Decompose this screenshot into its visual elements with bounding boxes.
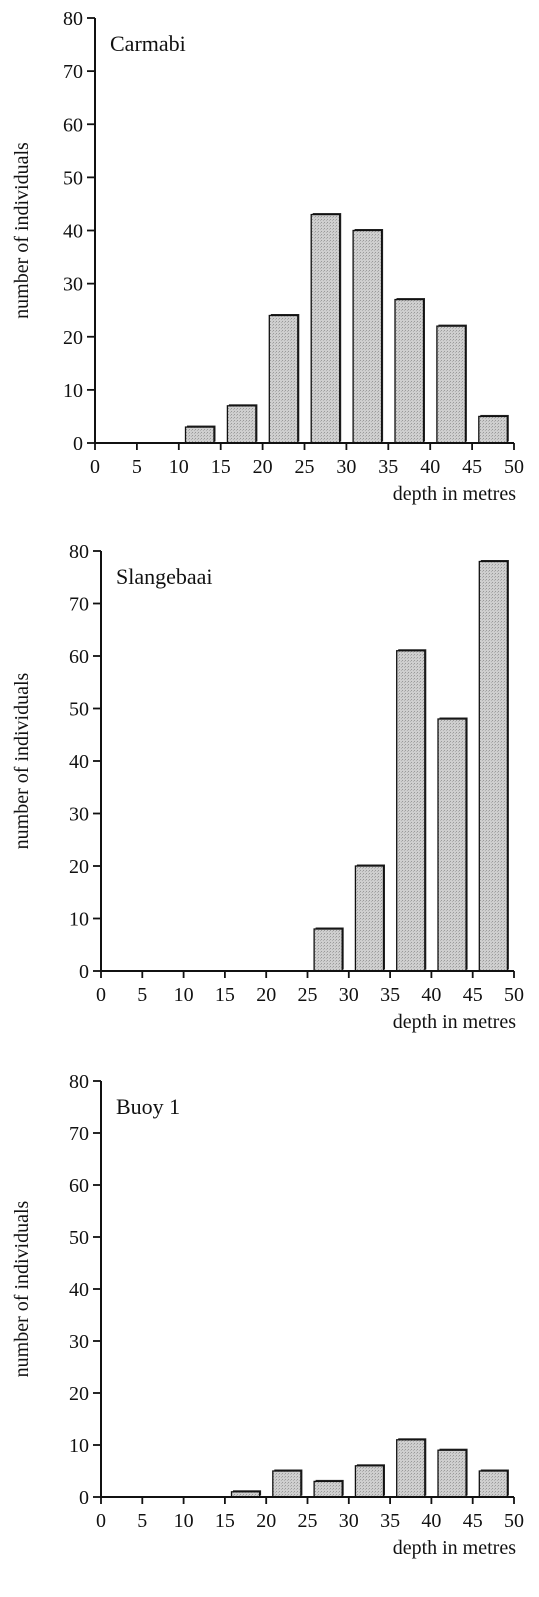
x-tick-label: 45 — [463, 1510, 483, 1532]
x-tick-label: 10 — [174, 984, 194, 1006]
x-tick-label: 30 — [336, 456, 356, 478]
bar — [396, 650, 426, 972]
y-tick-label: 80 — [69, 541, 89, 563]
y-tick-label: 20 — [69, 856, 89, 878]
y-tick-label: 30 — [69, 804, 89, 826]
y-axis-title: number of individuals — [11, 672, 33, 849]
bar — [437, 718, 467, 972]
chart-panel-1: 0 10 20 30 40 50 60 70 80 0 5 10 15 20 25 30 35 40 45 50 Car… — [11, 8, 524, 505]
x-tick-label: 20 — [256, 1510, 276, 1532]
x-tick-label: 35 — [380, 1510, 400, 1532]
bar — [272, 1470, 302, 1498]
y-tick-label: 40 — [63, 221, 83, 243]
x-tick-label: 15 — [211, 456, 231, 478]
y-tick-label: 10 — [69, 909, 89, 931]
panel-label: Slangebaai — [116, 564, 213, 589]
x-axis-title: depth in metres — [393, 1011, 517, 1033]
y-tick-label: 60 — [63, 114, 83, 136]
bar — [478, 1470, 509, 1498]
x-axis-title: depth in metres — [393, 483, 517, 505]
panel-label: Carmabi — [110, 31, 186, 56]
y-axis-title: number of individuals — [11, 142, 33, 319]
bar — [226, 405, 257, 444]
y-tick-label: 40 — [69, 1279, 89, 1301]
x-tick-label: 50 — [504, 984, 524, 1006]
y-tick-label: 80 — [63, 8, 83, 30]
x-tick-label: 0 — [90, 456, 100, 478]
x-tick-label: 50 — [504, 1510, 524, 1532]
y-tick-label: 60 — [69, 646, 89, 668]
x-tick-label: 40 — [421, 1510, 441, 1532]
x-tick-label: 20 — [253, 456, 273, 478]
y-tick-label: 70 — [69, 594, 89, 616]
y-tick-label: 50 — [63, 167, 83, 189]
y-tick-label: 10 — [69, 1435, 89, 1457]
x-tick-label: 40 — [420, 456, 440, 478]
bar — [313, 928, 343, 972]
x-tick-label: 15 — [215, 984, 235, 1006]
y-tick-label: 80 — [69, 1071, 89, 1093]
y-tick-label: 20 — [63, 327, 83, 349]
bar — [478, 415, 508, 444]
y-axis-title: number of individuals — [11, 1200, 33, 1377]
x-tick-label: 45 — [462, 456, 482, 478]
bar — [184, 426, 215, 444]
x-tick-label: 50 — [504, 456, 524, 478]
chart-panel-3: 0 10 20 30 40 50 60 70 80 0 5 10 15 20 25 30 35 40 45 50 Buo… — [11, 1071, 524, 1559]
x-tick-label: 10 — [174, 1510, 194, 1532]
x-tick-label: 30 — [339, 984, 359, 1006]
bar — [394, 298, 425, 444]
x-tick-label: 20 — [256, 984, 276, 1006]
x-tick-label: 10 — [169, 456, 189, 478]
x-tick-label: 40 — [421, 984, 441, 1006]
bar — [396, 1439, 426, 1498]
x-tick-label: 35 — [378, 456, 398, 478]
x-tick-label: 5 — [132, 456, 142, 478]
x-tick-label: 0 — [96, 984, 106, 1006]
x-tick-label: 25 — [295, 456, 315, 478]
bar — [354, 1465, 385, 1498]
y-tick-label: 10 — [63, 380, 83, 402]
bar — [478, 560, 509, 972]
y-tick-label: 30 — [63, 274, 83, 296]
bar — [354, 865, 385, 972]
y-tick-label: 40 — [69, 751, 89, 773]
x-tick-label: 35 — [380, 984, 400, 1006]
y-tick-label: 50 — [69, 699, 89, 721]
x-tick-label: 5 — [137, 984, 147, 1006]
x-tick-label: 5 — [137, 1510, 147, 1532]
bar — [313, 1480, 343, 1498]
y-tick-label: 70 — [69, 1123, 89, 1145]
x-tick-label: 0 — [96, 1510, 106, 1532]
x-tick-label: 25 — [298, 984, 318, 1006]
y-tick-label: 60 — [69, 1175, 89, 1197]
y-tick-label: 70 — [63, 61, 83, 83]
y-tick-label: 0 — [79, 1487, 89, 1509]
chart-panel-2: 0 10 20 30 40 50 60 70 80 0 5 10 15 20 25 30 35 40 45 50 Sla… — [11, 541, 524, 1033]
y-tick-label: 0 — [73, 433, 83, 455]
bar — [310, 213, 341, 444]
bar — [437, 1449, 467, 1498]
bar — [268, 314, 299, 444]
x-tick-label: 30 — [339, 1510, 359, 1532]
bar — [352, 229, 383, 444]
y-tick-label: 50 — [69, 1227, 89, 1249]
panel-label: Buoy 1 — [116, 1094, 180, 1119]
x-tick-label: 15 — [215, 1510, 235, 1532]
y-tick-label: 30 — [69, 1331, 89, 1353]
y-tick-label: 0 — [79, 961, 89, 983]
x-axis-title: depth in metres — [393, 1537, 517, 1559]
x-tick-label: 45 — [463, 984, 483, 1006]
y-tick-label: 20 — [69, 1383, 89, 1405]
bar — [436, 325, 467, 444]
x-tick-label: 25 — [298, 1510, 318, 1532]
